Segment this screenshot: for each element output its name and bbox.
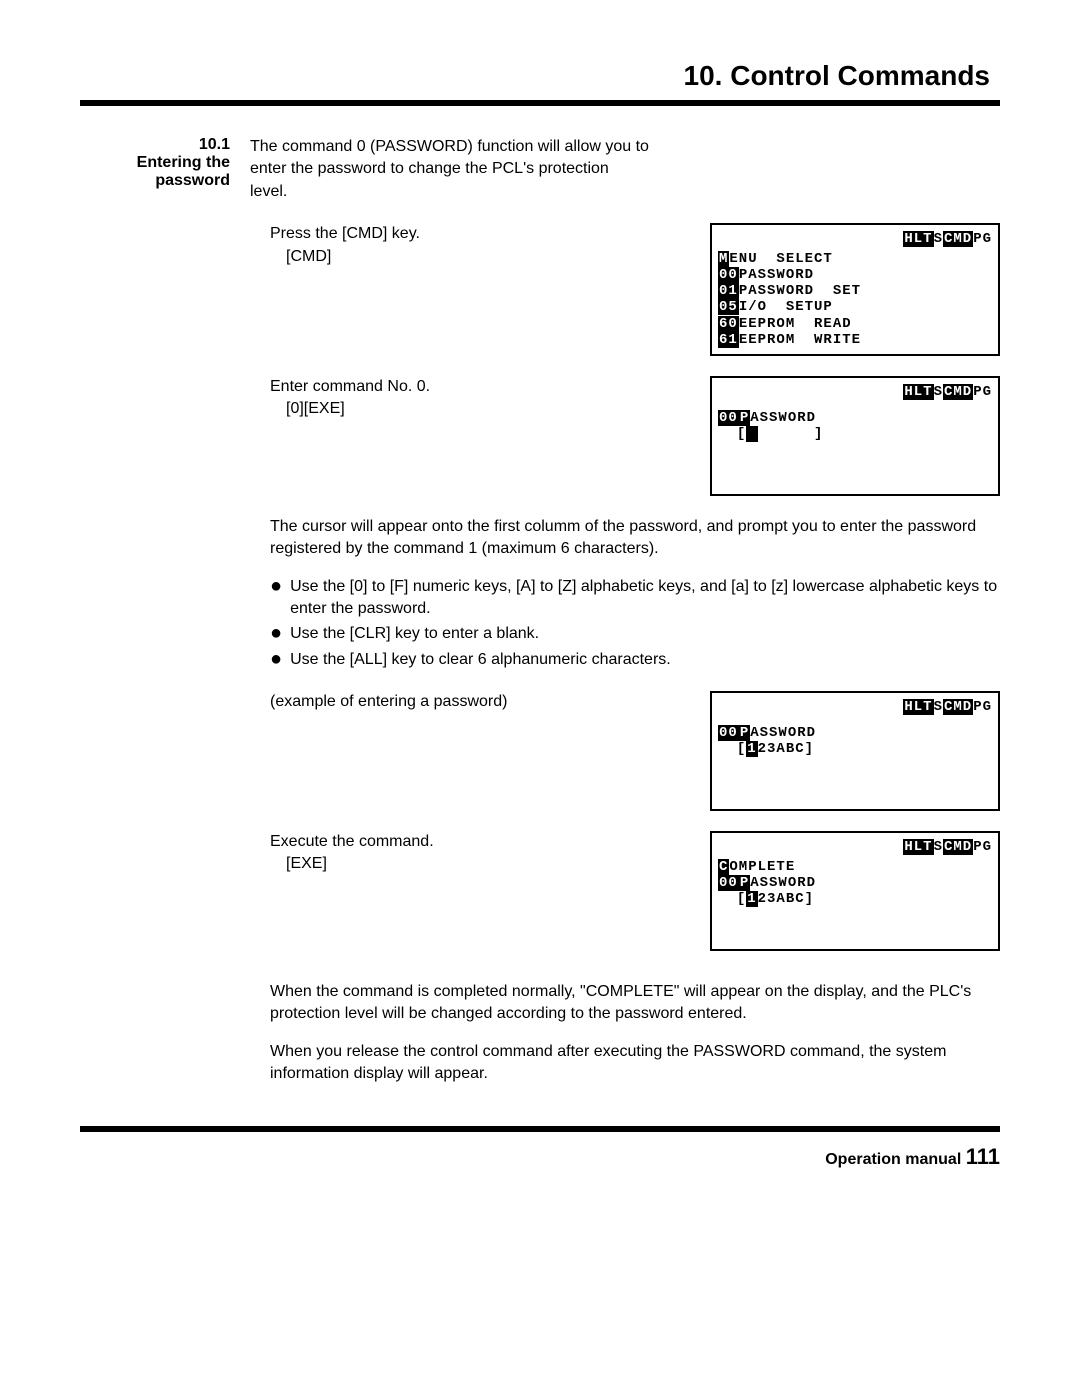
step-3-line1: Execute the command.	[270, 831, 690, 853]
menu-code-01: 01	[718, 283, 739, 299]
step-2-text: Enter command No. 0. [0][EXE]	[270, 376, 690, 421]
step-1-line2: [CMD]	[286, 246, 690, 268]
pwd-bracket-open: [	[737, 891, 746, 907]
menu-code-60: 60	[718, 316, 739, 332]
status-cmd: CMD	[943, 384, 973, 400]
pwd-entered: 23ABC]	[758, 741, 814, 757]
menu-title-rest: ENU SELECT	[729, 251, 832, 267]
pwd-label-first: P	[739, 875, 750, 891]
display-panel-menu: HLTSCMDPG MENU SELECT 00PASSWORD 01PASSW…	[710, 223, 1000, 356]
pwd-cursor: 1	[746, 891, 757, 907]
step-3-line2: [EXE]	[286, 853, 690, 875]
pwd-bracket-open: [	[737, 741, 746, 757]
example-label: (example of entering a password)	[270, 691, 690, 713]
menu-title-initial: M	[718, 251, 729, 267]
menu-text-01: PASSWORD SET	[739, 283, 861, 299]
chapter-title: 10. Control Commands	[80, 60, 1000, 106]
status-bar: HLTSCMDPG	[718, 231, 992, 247]
bullet-1-text: Use the [0] to [F] numeric keys, [A] to …	[290, 576, 1000, 621]
bullet-dot-icon: ●	[270, 576, 282, 621]
bullet-2-text: Use the [CLR] key to enter a blank.	[290, 623, 539, 645]
step-1-text: Press the [CMD] key. [CMD]	[270, 223, 690, 268]
menu-code-00: 00	[718, 267, 739, 283]
status-s: S	[934, 231, 943, 247]
status-hlt: HLT	[903, 231, 933, 247]
pwd-cursor: 1	[746, 741, 757, 757]
pwd-code: 00	[718, 725, 739, 741]
section-heading-line1: Entering the	[80, 154, 230, 172]
complete-first: C	[718, 859, 729, 875]
menu-text-00: PASSWORD	[739, 267, 814, 283]
step-1-line1: Press the [CMD] key.	[270, 223, 690, 245]
menu-code-05: 05	[718, 299, 739, 315]
menu-text-60: EEPROM READ	[739, 316, 852, 332]
status-pg: PG	[973, 231, 992, 247]
section-heading: 10.1 Entering the password	[80, 136, 250, 203]
intro-text: The command 0 (PASSWORD) function will a…	[250, 136, 650, 203]
step-2-line2: [0][EXE]	[286, 398, 690, 420]
status-hlt: HLT	[903, 384, 933, 400]
paragraph-cursor: The cursor will appear onto the first co…	[270, 516, 1000, 561]
pwd-label-rest: ASSWORD	[750, 875, 816, 891]
page-footer: Operation manual 111	[80, 1144, 1000, 1170]
pwd-label-first: P	[739, 725, 750, 741]
step-3-text: Execute the command. [EXE]	[270, 831, 690, 876]
status-cmd: CMD	[943, 699, 973, 715]
bullet-list: ● Use the [0] to [F] numeric keys, [A] t…	[270, 576, 1000, 672]
status-s: S	[934, 384, 943, 400]
menu-text-61: EEPROM WRITE	[739, 332, 861, 348]
step-2-line1: Enter command No. 0.	[270, 376, 690, 398]
status-cmd: CMD	[943, 231, 973, 247]
status-pg: PG	[973, 384, 992, 400]
status-s: S	[934, 839, 943, 855]
bullet-dot-icon: ●	[270, 623, 282, 645]
complete-rest: OMPLETE	[729, 859, 795, 875]
pwd-entered: 23ABC]	[758, 891, 814, 907]
menu-code-61: 61	[718, 332, 739, 348]
status-bar: HLTSCMDPG	[718, 699, 992, 715]
status-cmd: CMD	[943, 839, 973, 855]
status-pg: PG	[973, 699, 992, 715]
bullet-item: ● Use the [CLR] key to enter a blank.	[270, 623, 1000, 645]
bullet-item: ● Use the [0] to [F] numeric keys, [A] t…	[270, 576, 1000, 621]
status-s: S	[934, 699, 943, 715]
pwd-bracket-close: ]	[758, 426, 824, 442]
pwd-label-rest: ASSWORD	[750, 410, 816, 426]
bullet-3-text: Use the [ALL] key to clear 6 alphanumeri…	[290, 649, 671, 671]
status-pg: PG	[973, 839, 992, 855]
status-bar: HLTSCMDPG	[718, 839, 992, 855]
paragraph-complete: When the command is completed normally, …	[270, 981, 1000, 1026]
pwd-code: 00	[718, 875, 739, 891]
section-number: 10.1	[80, 136, 230, 154]
status-hlt: HLT	[903, 699, 933, 715]
status-bar: HLTSCMDPG	[718, 384, 992, 400]
pwd-bracket-open: [	[737, 426, 746, 442]
display-panel-password-entry: HLTSCMDPG 00PASSWORD [ ]	[710, 376, 1000, 496]
pwd-label-first: P	[739, 410, 750, 426]
pwd-cursor	[746, 426, 757, 442]
section-heading-line2: password	[80, 172, 230, 190]
pwd-code: 00	[718, 410, 739, 426]
footer-page-number: 111	[966, 1144, 1000, 1169]
status-hlt: HLT	[903, 839, 933, 855]
bottom-rule	[80, 1126, 1000, 1132]
pwd-label-rest: ASSWORD	[750, 725, 816, 741]
menu-text-05: I/O SETUP	[739, 299, 833, 315]
display-panel-complete: HLTSCMDPG COMPLETE 00PASSWORD [123ABC]	[710, 831, 1000, 951]
display-panel-password-example: HLTSCMDPG 00PASSWORD [123ABC]	[710, 691, 1000, 811]
paragraph-release: When you release the control command aft…	[270, 1041, 1000, 1086]
bullet-item: ● Use the [ALL] key to clear 6 alphanume…	[270, 649, 1000, 671]
bullet-dot-icon: ●	[270, 649, 282, 671]
footer-label: Operation manual	[825, 1151, 961, 1168]
